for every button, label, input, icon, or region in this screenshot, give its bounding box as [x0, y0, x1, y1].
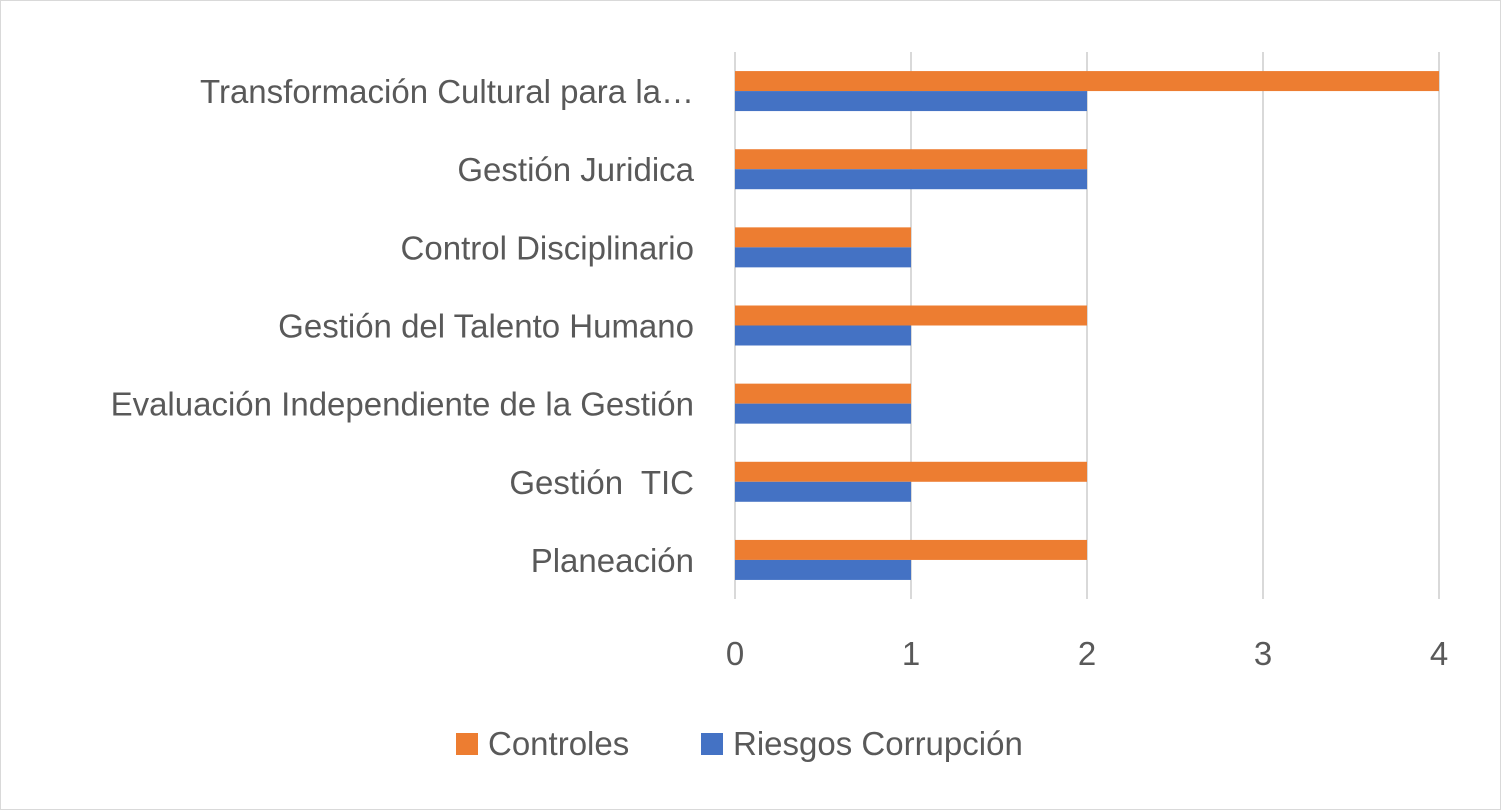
bar-controles-3	[735, 305, 1087, 326]
category-label: Gestión Juridica	[457, 151, 694, 188]
bar-riesgos-0	[735, 91, 1087, 112]
legend-label: Riesgos Corrupción	[733, 725, 1023, 762]
bar-controles-5	[735, 461, 1087, 482]
bar-controles-4	[735, 383, 911, 404]
category-label: Gestión del Talento Humano	[278, 308, 694, 345]
bar-riesgos-1	[735, 169, 1087, 190]
x-tick-label: 0	[726, 635, 744, 672]
bar-riesgos-5	[735, 481, 911, 502]
bar-riesgos-3	[735, 325, 911, 346]
legend-swatch	[701, 733, 723, 755]
category-label: Evaluación Independiente de la Gestión	[111, 386, 694, 423]
category-label: Gestión TIC	[509, 464, 694, 501]
legend-label: Controles	[488, 725, 629, 762]
bar-controles-1	[735, 149, 1087, 170]
category-label: Planeación	[531, 542, 694, 579]
bar-controles-2	[735, 227, 911, 248]
legend-swatch	[456, 733, 478, 755]
bar-riesgos-6	[735, 559, 911, 580]
bar-controles-0	[735, 71, 1439, 92]
x-tick-label: 4	[1430, 635, 1448, 672]
x-tick-label: 1	[902, 635, 920, 672]
category-label: Transformación Cultural para la…	[200, 73, 694, 110]
x-tick-label: 2	[1078, 635, 1096, 672]
x-tick-label: 3	[1254, 635, 1272, 672]
bar-riesgos-2	[735, 247, 911, 268]
category-label: Control Disciplinario	[401, 229, 694, 266]
bar-riesgos-4	[735, 403, 911, 424]
bar-controles-6	[735, 539, 1087, 560]
